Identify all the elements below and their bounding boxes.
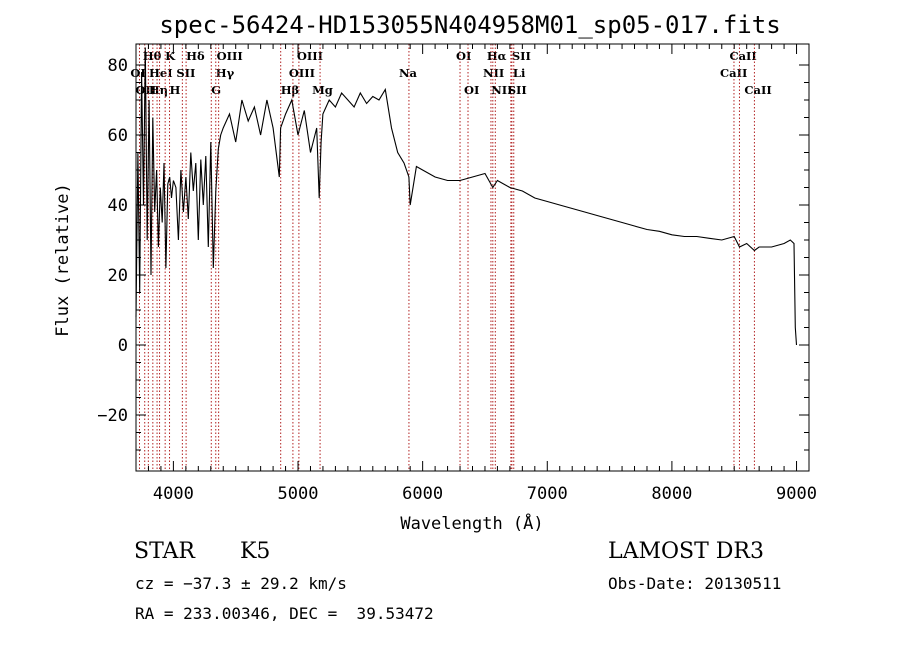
line-label-23: Li <box>513 66 526 80</box>
line-label-24: SII <box>512 49 531 63</box>
line-label-6: K <box>165 49 176 63</box>
line-label-13: Hβ <box>281 83 300 97</box>
object-class: STAR <box>134 539 195 564</box>
line-label-9: Hδ <box>186 49 205 63</box>
emission-line-markers: OIIHθOIHηHeIKHSIIHδGHγOIIIHβOIIIOIIIMgNa… <box>130 44 772 471</box>
line-label-14: OIII <box>289 66 315 80</box>
line-label-15: OIII <box>297 49 323 63</box>
x-tick-label-3: 7000 <box>527 484 568 504</box>
x-tick-label-5: 9000 <box>776 484 817 504</box>
line-label-3: Hη <box>149 83 168 97</box>
line-label-16: Mg <box>312 83 333 97</box>
line-label-2: OI <box>130 66 145 80</box>
line-label-28: CaII <box>744 83 771 97</box>
y-tick-label-2: 20 <box>108 266 128 286</box>
spectrum-line <box>135 47 798 346</box>
survey-name: LAMOST DR3 <box>608 539 764 564</box>
x-tick-label-1: 5000 <box>278 484 319 504</box>
y-tick-label-3: 40 <box>108 196 128 216</box>
line-label-4: HeI <box>149 66 173 80</box>
x-axis-label: Wavelength (Å) <box>400 512 543 534</box>
line-label-27: CaII <box>729 49 756 63</box>
x-tick-label-2: 6000 <box>402 484 443 504</box>
line-label-25: SII <box>508 83 527 97</box>
y-axis-label: Flux (relative) <box>53 183 73 337</box>
line-label-26: CaII <box>720 66 747 80</box>
obs-date: Obs-Date: 20130511 <box>608 574 782 593</box>
line-label-11: Hγ <box>216 66 235 80</box>
x-tick-label-0: 4000 <box>153 484 194 504</box>
line-label-7: H <box>170 83 181 97</box>
x-tick-label-4: 8000 <box>651 484 692 504</box>
y-tick-label-4: 60 <box>108 126 128 146</box>
line-label-19: OI <box>464 83 479 97</box>
line-label-22: NII <box>491 83 512 97</box>
axis-ticks: 4000 5000 6000 7000 8000 9000 −20 0 20 40 60 80 <box>97 44 817 504</box>
line-label-18: OI <box>456 49 471 63</box>
chart-title: spec-56424-HD153055N404958M01_sp05-017.f… <box>159 11 780 39</box>
y-tick-label-1: 0 <box>118 336 128 356</box>
coordinates: RA = 233.00346, DEC = 39.53472 <box>135 604 434 623</box>
y-tick-label-0: −20 <box>97 406 128 426</box>
line-label-21: Hα <box>487 49 507 63</box>
plot-frame <box>135 43 810 472</box>
line-label-12: OIII <box>217 49 243 63</box>
subclass: K5 <box>240 539 271 564</box>
line-label-20: NII <box>483 66 504 80</box>
y-tick-label-5: 80 <box>108 56 128 76</box>
redshift-cz: cz = −37.3 ± 29.2 km/s <box>135 574 347 593</box>
line-label-17: Na <box>399 66 418 80</box>
